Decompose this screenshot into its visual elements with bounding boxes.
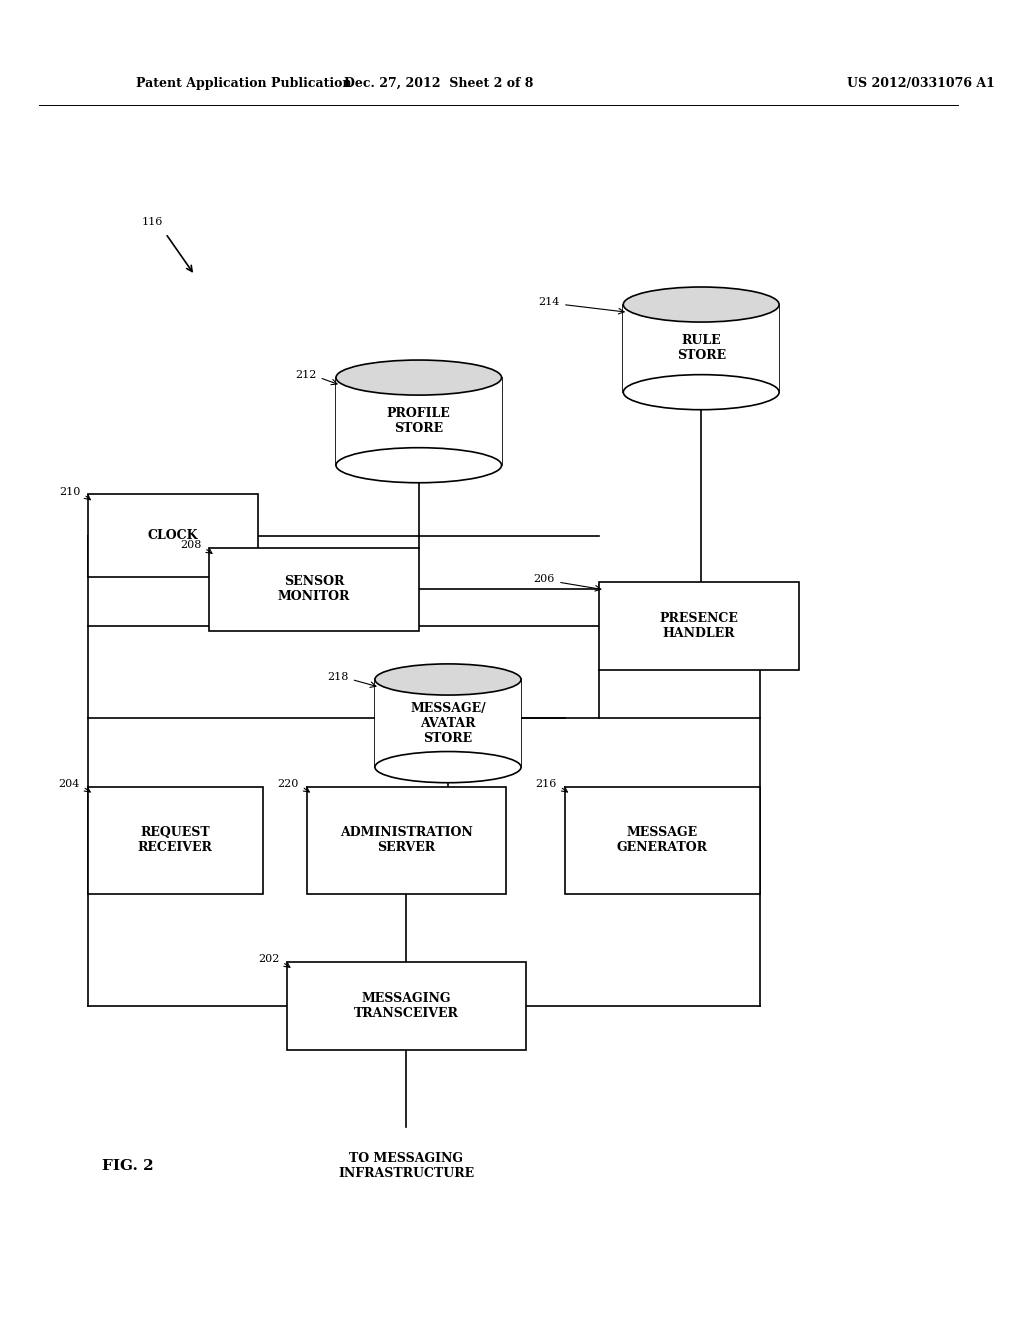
Text: 206: 206 — [534, 574, 555, 585]
Bar — [599, 582, 799, 669]
Ellipse shape — [624, 375, 779, 409]
Bar — [624, 305, 779, 392]
Bar — [565, 787, 760, 894]
Ellipse shape — [336, 447, 502, 483]
Text: Dec. 27, 2012  Sheet 2 of 8: Dec. 27, 2012 Sheet 2 of 8 — [344, 77, 532, 90]
Text: 218: 218 — [328, 672, 348, 681]
Text: TO MESSAGING
INFRASTRUCTURE: TO MESSAGING INFRASTRUCTURE — [338, 1152, 474, 1180]
Text: MESSAGE/
AVATAR
STORE: MESSAGE/ AVATAR STORE — [411, 702, 485, 744]
Text: 220: 220 — [278, 779, 299, 788]
Text: 208: 208 — [180, 540, 202, 550]
Text: RULE
STORE: RULE STORE — [677, 334, 726, 363]
Text: MESSAGE
GENERATOR: MESSAGE GENERATOR — [616, 826, 708, 854]
Ellipse shape — [375, 751, 521, 783]
Text: CLOCK: CLOCK — [147, 529, 198, 543]
Bar — [88, 787, 263, 894]
Text: 214: 214 — [539, 297, 560, 306]
Ellipse shape — [375, 664, 521, 696]
Text: SENSOR
MONITOR: SENSOR MONITOR — [278, 576, 350, 603]
Bar — [288, 962, 526, 1049]
Text: Patent Application Publication: Patent Application Publication — [136, 77, 352, 90]
Text: 212: 212 — [295, 370, 316, 380]
Bar — [336, 378, 502, 465]
Text: 116: 116 — [141, 216, 163, 227]
Text: REQUEST
RECEIVER: REQUEST RECEIVER — [138, 826, 213, 854]
Text: 210: 210 — [59, 487, 81, 496]
Ellipse shape — [336, 360, 502, 395]
Text: PROFILE
STORE: PROFILE STORE — [387, 408, 451, 436]
Bar — [88, 495, 258, 577]
Ellipse shape — [624, 286, 779, 322]
Text: FIG. 2: FIG. 2 — [102, 1159, 154, 1173]
Bar — [209, 548, 419, 631]
Text: PRESENCE
HANDLER: PRESENCE HANDLER — [659, 612, 738, 640]
Text: 204: 204 — [58, 779, 80, 788]
Text: US 2012/0331076 A1: US 2012/0331076 A1 — [847, 77, 995, 90]
Text: 216: 216 — [536, 779, 557, 788]
Text: MESSAGING
TRANSCEIVER: MESSAGING TRANSCEIVER — [354, 991, 459, 1020]
Text: ADMINISTRATION
SERVER: ADMINISTRATION SERVER — [340, 826, 473, 854]
Bar — [307, 787, 507, 894]
Text: 202: 202 — [258, 954, 280, 964]
Bar — [375, 680, 521, 767]
